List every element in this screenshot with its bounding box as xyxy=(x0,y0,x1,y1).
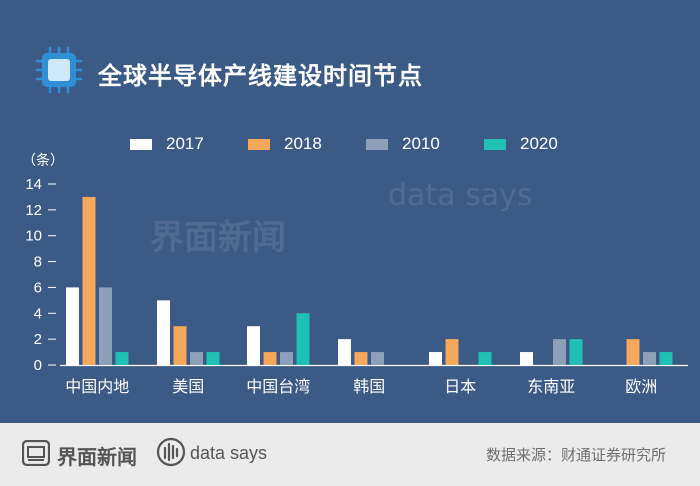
legend-swatch xyxy=(484,138,506,150)
y-tick-label: 6 xyxy=(34,279,42,296)
x-category-label: 中国台湾 xyxy=(246,377,310,396)
bar-2017-1 xyxy=(157,300,170,365)
bar-2017-2 xyxy=(247,326,260,365)
bar-chart: 0 2 4 6 8 10 12 14 中国内地 美国 中国台湾 韩国 日本 东南亚 欧洲 xyxy=(25,176,688,396)
footer-brand-cn: 界面新闻 xyxy=(57,445,137,469)
legend-swatch xyxy=(248,138,270,150)
y-tick-label: 8 xyxy=(34,254,42,271)
bar-2020-5 xyxy=(569,339,583,365)
bar-2018-2 xyxy=(263,352,277,365)
bar-2010-2 xyxy=(280,352,293,365)
bar-2017-3 xyxy=(338,339,351,365)
bar-2010-0 xyxy=(99,287,112,365)
x-category-label: 东南亚 xyxy=(527,377,575,396)
x-category-label: 中国内地 xyxy=(65,377,129,396)
legend-item-2017: 2017 xyxy=(130,133,204,155)
bar-2020-0 xyxy=(115,352,129,365)
y-tick-label: 10 xyxy=(25,228,42,245)
legend-item-2020: 2020 xyxy=(484,133,558,155)
bar-2010-5 xyxy=(553,339,566,365)
bar-2018-1 xyxy=(173,326,187,365)
y-tick-label: 4 xyxy=(34,305,42,322)
bar-2017-4 xyxy=(429,352,442,365)
x-category-label: 欧洲 xyxy=(625,377,657,396)
legend-label: 2020 xyxy=(520,134,558,153)
legend-label: 2018 xyxy=(284,134,322,153)
y-tick-label: 14 xyxy=(25,176,42,193)
bar-2018-4 xyxy=(445,339,459,365)
bar-2017-0 xyxy=(66,287,79,365)
y-tick-label: 2 xyxy=(34,331,42,348)
x-category-label: 韩国 xyxy=(353,377,385,396)
legend-swatch xyxy=(366,138,388,150)
footer-brand-en: data says xyxy=(190,443,268,463)
x-category-label: 日本 xyxy=(444,377,476,396)
bar-2020-1 xyxy=(206,352,220,365)
y-tick-label: 12 xyxy=(25,202,42,219)
bar-2020-2 xyxy=(296,313,310,365)
bar-2010-6 xyxy=(643,352,656,365)
bar-2018-6 xyxy=(626,339,640,365)
bar-2010-1 xyxy=(190,352,203,365)
chip-icon xyxy=(35,46,83,94)
y-tick-label: 0 xyxy=(34,357,42,374)
y-axis-unit: （条） xyxy=(22,153,64,169)
bar-2017-5 xyxy=(520,352,533,365)
legend-swatch xyxy=(130,138,152,150)
page-title: 全球半导体产线建设时间节点 xyxy=(98,62,423,90)
x-category-label: 美国 xyxy=(172,377,204,396)
bar-2020-6 xyxy=(659,352,673,365)
legend-item-2010: 2010 xyxy=(366,133,440,155)
header: 全球半导体产线建设时间节点 xyxy=(34,38,674,102)
footer: 界面新闻 data says 数据来源：财通证券研究所 xyxy=(0,423,700,486)
legend-label: 2010 xyxy=(402,134,440,153)
bar-2018-0 xyxy=(82,196,96,365)
data-source: 数据来源：财通证券研究所 xyxy=(485,446,666,464)
bar-2020-4 xyxy=(478,352,492,365)
data-says-logo-icon xyxy=(156,437,186,467)
legend: 2017 2018 2010 2020 xyxy=(130,133,610,155)
bar-2010-3 xyxy=(371,352,384,365)
jiemian-logo-icon xyxy=(22,440,50,466)
bar-2018-3 xyxy=(354,352,368,365)
legend-label: 2017 xyxy=(166,134,204,153)
legend-item-2018: 2018 xyxy=(248,133,322,155)
